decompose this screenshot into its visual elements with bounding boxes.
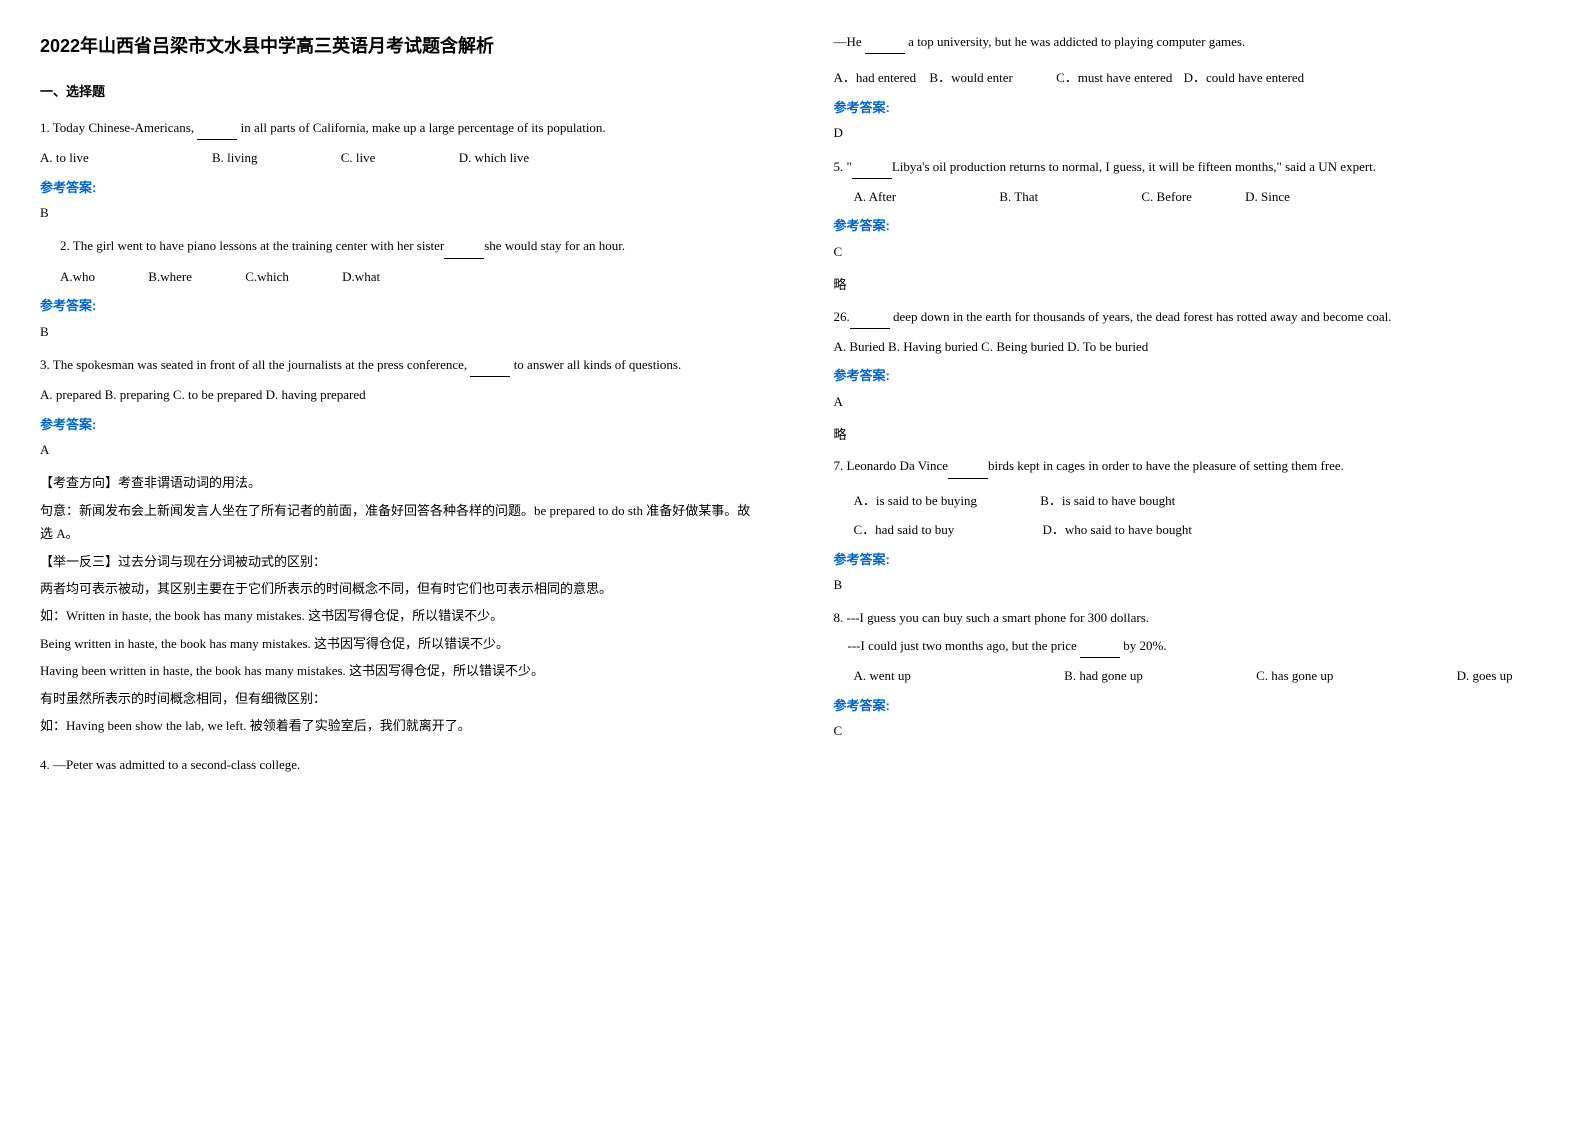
answer-label: 参考答案:: [40, 413, 754, 436]
question-4: 4. —Peter was admitted to a second-class…: [40, 753, 754, 776]
answer-label: 参考答案:: [834, 548, 1548, 571]
answer-label: 参考答案:: [834, 694, 1548, 717]
q5-omit: 略: [834, 273, 1548, 296]
q1-opt-b: B. living: [212, 146, 258, 169]
q3-text-a: 3. The spokesman was seated in front of …: [40, 357, 467, 372]
q7-opt-b: B．is said to have bought: [1040, 489, 1175, 512]
q5-opt-b: B. That: [999, 185, 1038, 208]
q7-text-a: 7. Leonardo Da Vince: [834, 458, 949, 473]
blank: [444, 234, 484, 258]
blank: [850, 305, 890, 329]
q2-opt-d: D.what: [342, 265, 380, 288]
answer-label: 参考答案:: [834, 364, 1548, 387]
q3-exp1: 【考查方向】考查非谓语动词的用法。: [40, 471, 754, 494]
q1-text-b: in all parts of California, make up a la…: [241, 120, 606, 135]
q2-opt-c: C.which: [245, 265, 289, 288]
q1-opt-d: D. which live: [459, 146, 529, 169]
q4b-text-a: —He: [834, 34, 862, 49]
q1-opt-a: A. to live: [40, 146, 89, 169]
q8-line2b: by 20%.: [1123, 638, 1166, 653]
q7-text-b: birds kept in cages in order to have the…: [988, 458, 1344, 473]
q4-text: 4. —Peter was admitted to a second-class…: [40, 753, 754, 776]
q8-opt-d: D. goes up: [1457, 664, 1513, 687]
q3-exp9: 如：Having been show the lab, we left. 被领着…: [40, 714, 754, 737]
q5-opt-a: A. After: [854, 185, 897, 208]
question-8: 8. ---I guess you can buy such a smart p…: [834, 606, 1548, 742]
q26-text-a: 26.: [834, 309, 850, 324]
q3-exp8: 有时虽然所表示的时间概念相同，但有细微区别：: [40, 687, 754, 710]
answer-label: 参考答案:: [834, 96, 1548, 119]
q7-opt-d: D．who said to have bought: [1043, 518, 1192, 541]
q26-text-b: deep down in the earth for thousands of …: [893, 309, 1392, 324]
q1-opt-c: C. live: [341, 146, 376, 169]
q8-opt-c: C. has gone up: [1256, 664, 1333, 687]
q1-text-a: 1. Today Chinese-Americans,: [40, 120, 194, 135]
question-2: 2. The girl went to have piano lessons a…: [40, 234, 754, 343]
q5-text-a: 5. ": [834, 159, 852, 174]
answer-label: 参考答案:: [40, 176, 754, 199]
q4b-opt-c: C．must have entered: [1056, 66, 1172, 89]
question-1: 1. Today Chinese-Americans, in all parts…: [40, 116, 754, 225]
question-3: 3. The spokesman was seated in front of …: [40, 353, 754, 737]
q4b-opt-a: A．had entered: [834, 66, 917, 89]
q7-opt-c: C．had said to buy: [854, 518, 955, 541]
q7-answer: B: [834, 573, 1548, 596]
q3-text-b: to answer all kinds of questions.: [514, 357, 682, 372]
q2-opt-b: B.where: [148, 265, 192, 288]
section-header: 一、选择题: [40, 80, 754, 103]
left-column: 2022年山西省吕梁市文水县中学高三英语月考试题含解析 一、选择题 1. Tod…: [0, 0, 794, 1122]
blank: [1080, 634, 1120, 658]
q8-opt-a: A. went up: [854, 664, 911, 687]
blank: [948, 454, 988, 478]
q3-exp4: 两者均可表示被动，其区别主要在于它们所表示的时间概念不同，但有时它们也可表示相同…: [40, 577, 754, 600]
q3-options: A. prepared B. preparing C. to be prepar…: [40, 383, 754, 406]
q5-opt-d: D. Since: [1245, 185, 1290, 208]
q3-exp7: Having been written in haste, the book h…: [40, 659, 754, 682]
blank: [470, 353, 510, 377]
question-7: 7. Leonardo Da Vince birds kept in cages…: [834, 454, 1548, 596]
question-26: 26. deep down in the earth for thousands…: [834, 305, 1548, 447]
q4b-opt-b: B．would enter: [929, 66, 1012, 89]
q3-answer: A: [40, 438, 754, 461]
q8-opt-b: B. had gone up: [1064, 664, 1143, 687]
q3-exp5: 如：Written in haste, the book has many mi…: [40, 604, 754, 627]
q4b-answer: D: [834, 121, 1548, 144]
q8-answer: C: [834, 719, 1548, 742]
answer-label: 参考答案:: [834, 214, 1548, 237]
blank: [852, 155, 892, 179]
q7-opt-a: A．is said to be buying: [854, 489, 978, 512]
q3-exp2: 句意：新闻发布会上新闻发言人坐在了所有记者的前面，准备好回答各种各样的问题。be…: [40, 499, 754, 546]
blank: [197, 116, 237, 140]
q5-opt-c: C. Before: [1141, 185, 1192, 208]
right-column: —He a top university, but he was addicte…: [794, 0, 1587, 1122]
q5-answer: C: [834, 240, 1548, 263]
q5-text-b: Libya's oil production returns to normal…: [892, 159, 1376, 174]
q2-text-a: 2. The girl went to have piano lessons a…: [60, 238, 444, 253]
q8-line1: 8. ---I guess you can buy such a smart p…: [834, 606, 1548, 629]
q26-omit: 略: [834, 423, 1548, 446]
page-title: 2022年山西省吕梁市文水县中学高三英语月考试题含解析: [40, 30, 754, 62]
q1-answer: B: [40, 201, 754, 224]
question-4b: —He a top university, but he was addicte…: [834, 30, 1548, 145]
q2-opt-a: A.who: [60, 265, 95, 288]
q26-options: A. Buried B. Having buried C. Being buri…: [834, 335, 1548, 358]
q3-exp3: 【举一反三】过去分词与现在分词被动式的区别：: [40, 550, 754, 573]
blank: [865, 30, 905, 54]
q3-exp6: Being written in haste, the book has man…: [40, 632, 754, 655]
q8-line2a: ---I could just two months ago, but the …: [848, 638, 1077, 653]
question-5: 5. " Libya's oil production returns to n…: [834, 155, 1548, 297]
q2-text-b: she would stay for an hour.: [484, 238, 625, 253]
answer-label: 参考答案:: [40, 294, 754, 317]
q26-answer: A: [834, 390, 1548, 413]
q4b-text-b: a top university, but he was addicted to…: [908, 34, 1245, 49]
q2-answer: B: [40, 320, 754, 343]
q4b-opt-d: D．could have entered: [1184, 66, 1305, 89]
